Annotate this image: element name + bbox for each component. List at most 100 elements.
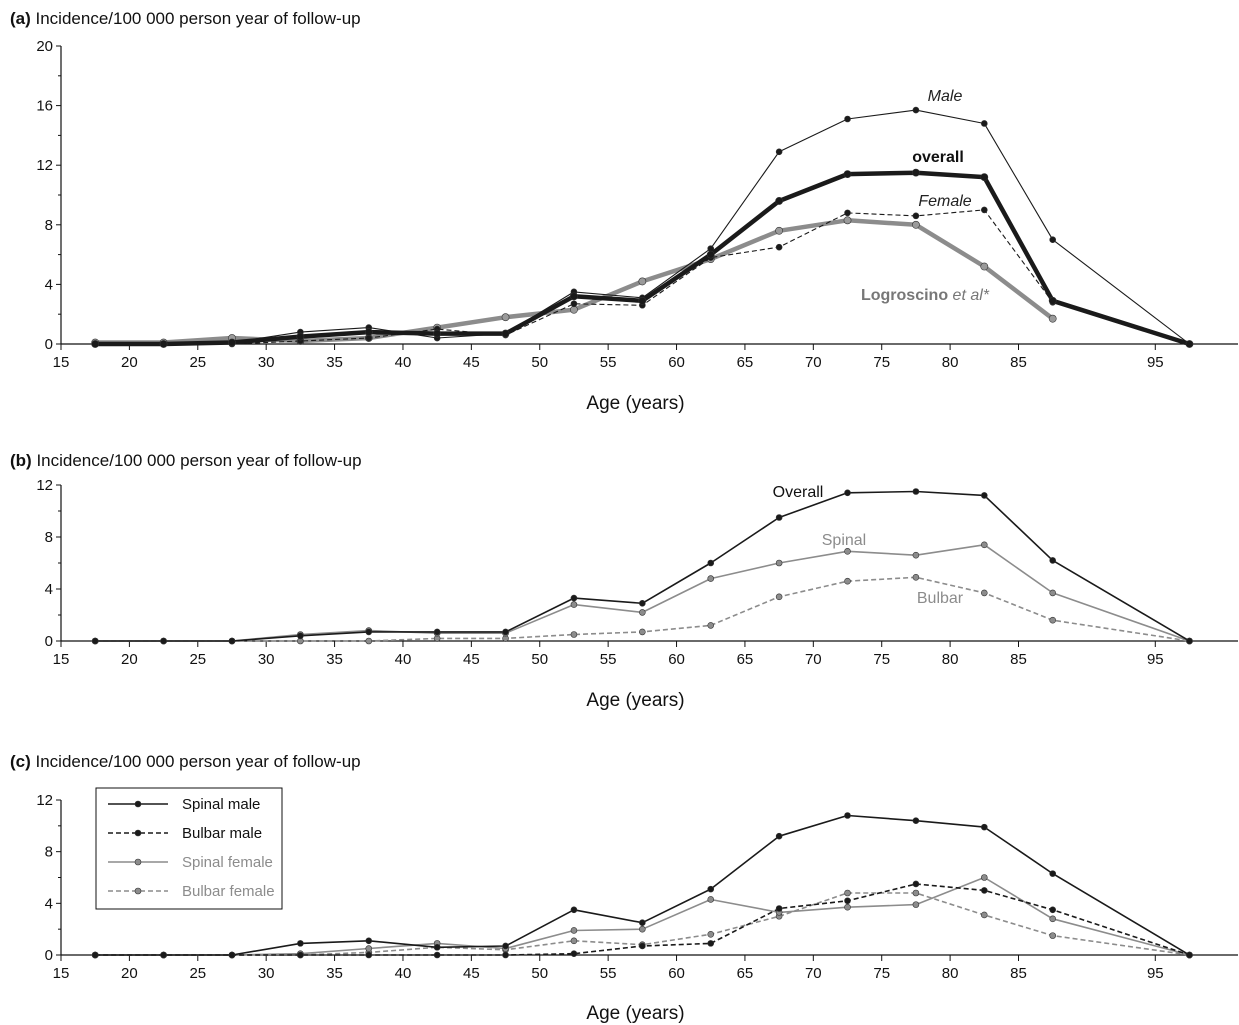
data-point [1049,906,1056,914]
x-tick-label: 65 [737,651,754,668]
data-point [706,250,715,259]
data-point [707,575,715,582]
chart-panel-2: (b) Incidence/100 000 person year of fol… [10,451,1238,711]
data-point [433,951,441,959]
data-point [228,637,236,645]
x-tick-label: 25 [189,354,206,371]
x-tick-label: 40 [395,965,412,982]
data-point [912,901,920,908]
data-point [912,488,920,495]
data-point [912,573,920,581]
data-point [981,120,988,127]
data-point [707,559,715,567]
y-tick-label: 0 [45,947,53,964]
panel-title: (a) Incidence/100 000 person year of fol… [10,9,361,28]
legend-swatch-marker [134,829,142,837]
data-point [364,328,373,336]
x-tick-label: 35 [326,965,343,982]
series-spinal-male [91,812,1193,959]
data-point [912,106,920,114]
data-point [365,945,373,952]
x-tick-label: 55 [600,965,617,982]
data-point [501,313,510,322]
data-point [843,170,852,179]
data-point [775,243,783,251]
series-logroscino [91,216,1057,347]
x-tick-label: 40 [395,651,412,668]
data-point [1049,557,1056,564]
x-tick-label: 85 [1010,965,1027,982]
legend-item: Spinal male [108,796,260,813]
data-point [707,940,715,947]
data-point [1049,870,1056,877]
x-tick-label: 95 [1147,965,1164,982]
data-point [639,925,646,933]
data-point [775,514,783,521]
series-label: Overall [773,484,824,501]
legend-label: Bulbar female [182,883,275,900]
x-tick-label: 45 [463,651,480,668]
data-point [775,593,783,601]
x-tick-label: 95 [1147,651,1164,668]
data-point [707,622,715,629]
data-point [981,823,988,831]
y-tick-label: 12 [36,477,53,494]
series-label-name: Spinal [822,532,866,549]
panel-title: (b) Incidence/100 000 person year of fol… [10,451,362,470]
data-point [707,896,715,903]
data-point [501,329,510,338]
series-overall [91,168,1194,348]
series-label: Bulbar [917,590,964,607]
series-line [95,490,1190,642]
x-tick-label: 80 [942,965,959,982]
x-tick-label: 20 [121,651,138,668]
data-point [502,942,509,950]
data-point [365,937,373,945]
x-tick-label: 60 [668,651,685,668]
x-tick-label: 20 [121,965,138,982]
series-label: Logroscino et al* [861,287,990,304]
y-tick-label: 0 [45,336,53,353]
x-tick-label: 65 [737,965,754,982]
series-label-name: Bulbar [917,590,964,607]
data-point [639,919,646,927]
x-tick-label: 25 [189,651,206,668]
data-point [912,220,920,229]
x-tick-label: 95 [1147,354,1164,371]
x-tick-label: 50 [531,965,548,982]
series-line [95,218,1055,345]
y-tick-label: 12 [36,157,53,174]
panel-title: (c) Incidence/100 000 person year of fol… [10,752,361,771]
data-point [638,296,647,305]
panel-letter: (a) [10,9,31,28]
x-tick-label: 55 [600,354,617,371]
x-tick-label: 70 [805,965,822,982]
data-point [570,937,578,945]
data-point [160,951,167,959]
panel-title-text: Incidence/100 000 person year of follow-… [31,752,361,771]
y-tick-label: 8 [45,217,53,234]
data-point [775,905,783,912]
data-point [1185,340,1194,348]
series-female [91,206,1193,348]
x-tick-label: 20 [121,354,138,371]
y-tick-label: 8 [45,529,53,546]
data-point [297,632,304,640]
series-label: Spinal [822,532,866,549]
data-point [365,637,373,645]
data-point [981,589,988,597]
data-point [1049,236,1056,243]
x-tick-label: 65 [737,354,754,371]
data-point [981,206,988,214]
x-tick-label: 35 [326,354,343,371]
data-point [502,628,509,636]
series-label-name: Logroscino [861,287,948,304]
x-tick-label: 80 [942,651,959,668]
x-tick-label: 30 [258,651,275,668]
series-label-name: overall [912,149,964,166]
legend-item: Bulbar male [108,825,262,842]
data-point [912,212,920,220]
series-label: Male [928,88,963,105]
x-tick-label: 50 [531,651,548,668]
y-tick-label: 4 [45,895,53,912]
